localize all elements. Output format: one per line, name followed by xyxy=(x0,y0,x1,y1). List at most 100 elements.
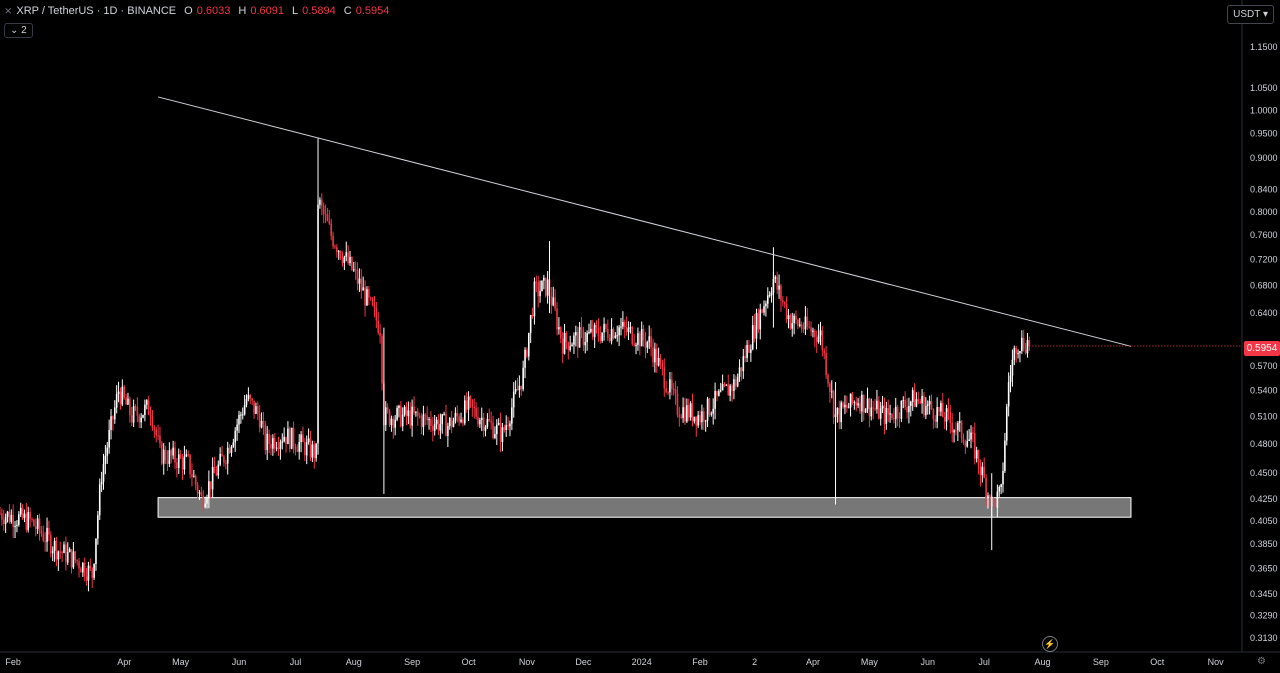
candle-body xyxy=(102,464,105,482)
candle-body xyxy=(821,330,824,351)
candle-body xyxy=(620,326,622,328)
candle-body xyxy=(748,344,750,353)
candle-body xyxy=(674,389,677,394)
candle-body xyxy=(699,415,701,423)
x-tick-label: Aug xyxy=(346,657,362,667)
close-label: C xyxy=(343,5,352,17)
candle-body xyxy=(671,379,673,389)
candle-body xyxy=(601,332,603,341)
candle-body xyxy=(21,507,24,519)
candle-body xyxy=(486,419,489,427)
candle-body xyxy=(1007,382,1010,407)
candle-body xyxy=(159,435,161,444)
candle-body xyxy=(1009,375,1012,383)
candle-body xyxy=(896,406,899,418)
candle-body xyxy=(249,395,252,399)
candle-body xyxy=(272,438,274,449)
y-tick-label: 1.0000 xyxy=(1250,105,1278,115)
candle-body xyxy=(599,336,602,341)
candle-body xyxy=(949,411,952,423)
currency-button[interactable]: USDT ▾ xyxy=(1227,5,1274,24)
candle-body xyxy=(893,418,895,420)
candle-body xyxy=(452,420,455,427)
candle-body xyxy=(588,331,590,334)
candle-body xyxy=(337,251,340,253)
candle-body xyxy=(802,328,805,330)
candle-body xyxy=(241,414,244,416)
candle-body xyxy=(435,419,438,425)
indicators-toggle[interactable]: ⌄ 2 xyxy=(4,23,33,38)
candle-body xyxy=(659,357,662,362)
symbol-header: ⨯ XRP / TetherUS · 1D · BINANCE O 0.6033 … xyxy=(4,5,389,17)
candle-body xyxy=(987,495,989,498)
candle-body xyxy=(736,376,739,387)
y-tick-label: 0.3650 xyxy=(1250,563,1278,573)
candle-body xyxy=(746,344,748,359)
low-value: 0.5894 xyxy=(302,5,336,17)
candle-body xyxy=(672,388,675,390)
candle-body xyxy=(416,411,419,416)
candle-body xyxy=(1000,484,1002,487)
candle-body xyxy=(76,560,78,562)
candle-body xyxy=(938,407,940,412)
candle-body xyxy=(983,466,985,478)
candle-body xyxy=(744,356,746,359)
candle-body xyxy=(629,327,632,329)
symbol-title[interactable]: XRP / TetherUS · 1D · BINANCE xyxy=(16,5,177,17)
candle-body xyxy=(40,530,43,534)
candle-body xyxy=(511,407,513,424)
candle-body xyxy=(853,402,856,404)
candle-body xyxy=(650,336,652,348)
candle-body xyxy=(637,333,639,345)
candle-body xyxy=(559,327,562,339)
candle-body xyxy=(439,424,442,431)
support-zone xyxy=(157,497,1132,518)
candle-body xyxy=(543,277,545,281)
candle-body xyxy=(874,408,876,410)
candle-body xyxy=(130,415,133,423)
candle-body xyxy=(129,398,131,416)
candle-body xyxy=(1022,337,1025,350)
candle-body xyxy=(424,414,427,416)
candle-body xyxy=(729,385,731,396)
candle-body xyxy=(176,462,178,468)
candle-body xyxy=(196,484,199,494)
candle-body xyxy=(941,402,944,417)
candle-body xyxy=(868,398,871,417)
candle-body xyxy=(539,291,541,297)
candle-body xyxy=(221,453,223,457)
candle-body xyxy=(394,419,396,428)
candle-body xyxy=(347,252,349,264)
candle-body xyxy=(496,424,498,435)
candle-body xyxy=(53,540,56,551)
candle-body xyxy=(740,367,743,372)
candle-body xyxy=(134,406,137,408)
candle-body xyxy=(571,344,573,347)
candle-body xyxy=(550,296,553,306)
candle-body xyxy=(430,419,432,426)
candle-body xyxy=(300,434,302,443)
candle-body xyxy=(537,282,539,297)
candle-body xyxy=(373,305,376,309)
candle-body xyxy=(716,390,718,396)
candle-body xyxy=(328,220,331,224)
settings-gear-icon[interactable]: ⚙ xyxy=(1257,656,1266,667)
candle-body xyxy=(260,421,263,428)
candle-body xyxy=(292,427,295,447)
candle-body xyxy=(657,357,660,366)
candle-body xyxy=(447,426,449,437)
candle-body xyxy=(981,466,984,476)
symbol-icon[interactable]: ⨯ xyxy=(4,5,13,17)
candle-body xyxy=(289,428,291,449)
candle-body xyxy=(358,278,361,284)
candle-body xyxy=(467,396,470,410)
candle-body xyxy=(401,414,404,427)
candle-body xyxy=(294,446,297,450)
candle-body xyxy=(18,514,20,525)
candle-body xyxy=(520,385,523,390)
lightning-icon[interactable]: ⚡ xyxy=(1042,636,1058,652)
candle-body xyxy=(23,513,26,519)
candle-body xyxy=(503,427,506,430)
chevron-down-icon: ⌄ xyxy=(10,25,19,36)
